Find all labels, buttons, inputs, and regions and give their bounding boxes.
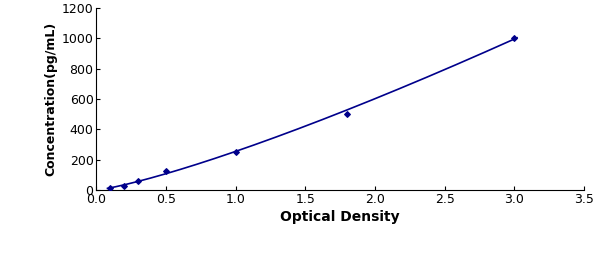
Y-axis label: Concentration(pg/mL): Concentration(pg/mL) (45, 22, 58, 176)
X-axis label: Optical Density: Optical Density (281, 210, 400, 224)
